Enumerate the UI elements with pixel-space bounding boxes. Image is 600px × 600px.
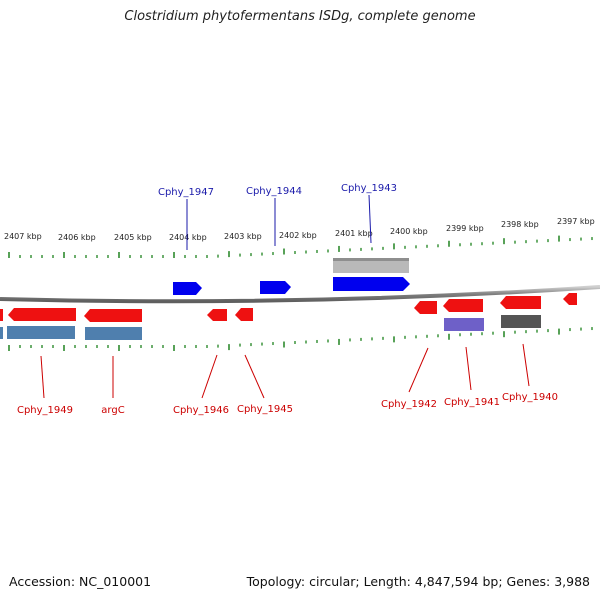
coordinate-label: 2404 kbp xyxy=(169,233,207,242)
right-arrow-icon[interactable] xyxy=(333,277,410,291)
reverse-leader-line xyxy=(408,347,429,393)
gene-label-cphy-1940[interactable]: Cphy_1940 xyxy=(502,392,558,403)
upper-tick-scale xyxy=(8,235,593,258)
forward-gene-labels: Cphy_1947 Cphy_1944 Cphy_1943 xyxy=(158,183,397,198)
coordinate-label: 2399 kbp xyxy=(446,224,484,233)
blue-gray-feature-block xyxy=(7,326,75,339)
gene-label-argc[interactable]: argC xyxy=(101,405,124,416)
gray-feature-block xyxy=(333,259,409,273)
accession-text: Accession: NC_010001 xyxy=(9,574,152,589)
label-leader-lines xyxy=(40,194,530,399)
left-arrow-icon[interactable] xyxy=(235,308,253,321)
left-arrow-icon[interactable] xyxy=(84,309,142,322)
left-arrow-icon[interactable] xyxy=(443,299,483,312)
left-arrow-icon[interactable] xyxy=(414,301,437,314)
coordinate-label: 2400 kbp xyxy=(390,227,428,236)
right-arrow-icon[interactable] xyxy=(173,282,202,295)
reverse-leader-line xyxy=(201,354,218,399)
gene-label-cphy-1941[interactable]: Cphy_1941 xyxy=(444,397,500,408)
left-arrow-icon[interactable] xyxy=(207,309,227,321)
background-features xyxy=(0,258,541,340)
coordinate-label: 2402 kbp xyxy=(279,231,317,240)
reverse-leader-line xyxy=(522,343,530,387)
gene-label-cphy-1947[interactable]: Cphy_1947 xyxy=(158,187,214,198)
gene-label-cphy-1946[interactable]: Cphy_1946 xyxy=(173,405,229,416)
forward-strand-genes xyxy=(173,277,410,295)
topology-summary-text: Topology: circular; Length: 4,847,594 bp… xyxy=(246,574,590,589)
reverse-leader-line xyxy=(40,355,45,399)
coordinate-label: 2406 kbp xyxy=(58,233,96,242)
right-arrow-icon[interactable] xyxy=(260,281,291,294)
gene-label-cphy-1943[interactable]: Cphy_1943 xyxy=(341,183,397,194)
reverse-leader-line xyxy=(465,346,472,391)
gene-label-cphy-1949[interactable]: Cphy_1949 xyxy=(17,405,73,416)
coordinate-label: 2403 kbp xyxy=(224,232,262,241)
blue-gray-feature-block xyxy=(0,327,3,339)
coordinate-label: 2397 kbp xyxy=(557,217,595,226)
gene-label-cphy-1945[interactable]: Cphy_1945 xyxy=(237,404,293,415)
violet-feature-block xyxy=(444,318,484,331)
dark-feature-block xyxy=(501,315,541,328)
lower-tick-scale xyxy=(8,327,593,351)
chromosome-backbone xyxy=(0,285,600,304)
coordinate-label: 2405 kbp xyxy=(114,233,152,242)
forward-leader-line xyxy=(368,194,372,244)
reverse-gene-labels: Cphy_1949 argC Cphy_1946 Cphy_1945 Cphy_… xyxy=(17,392,558,416)
left-arrow-icon[interactable] xyxy=(0,309,3,321)
left-arrow-icon[interactable] xyxy=(563,293,577,305)
left-arrow-icon[interactable] xyxy=(500,296,541,309)
coordinate-label: 2407 kbp xyxy=(4,232,42,241)
coordinate-label: 2401 kbp xyxy=(335,229,373,238)
gray-feature-block-top xyxy=(333,258,409,261)
gene-label-cphy-1942[interactable]: Cphy_1942 xyxy=(381,399,437,410)
genome-title: Clostridium phytofermentans ISDg, comple… xyxy=(124,9,476,24)
reverse-strand-genes xyxy=(0,293,577,322)
coordinate-label: 2398 kbp xyxy=(501,220,539,229)
blue-gray-feature-block xyxy=(85,327,142,340)
gene-label-cphy-1944[interactable]: Cphy_1944 xyxy=(246,186,302,197)
left-arrow-icon[interactable] xyxy=(8,308,76,321)
coordinate-labels: 2407 kbp 2406 kbp 2405 kbp 2404 kbp 2403… xyxy=(4,217,595,242)
reverse-leader-line xyxy=(244,354,265,399)
